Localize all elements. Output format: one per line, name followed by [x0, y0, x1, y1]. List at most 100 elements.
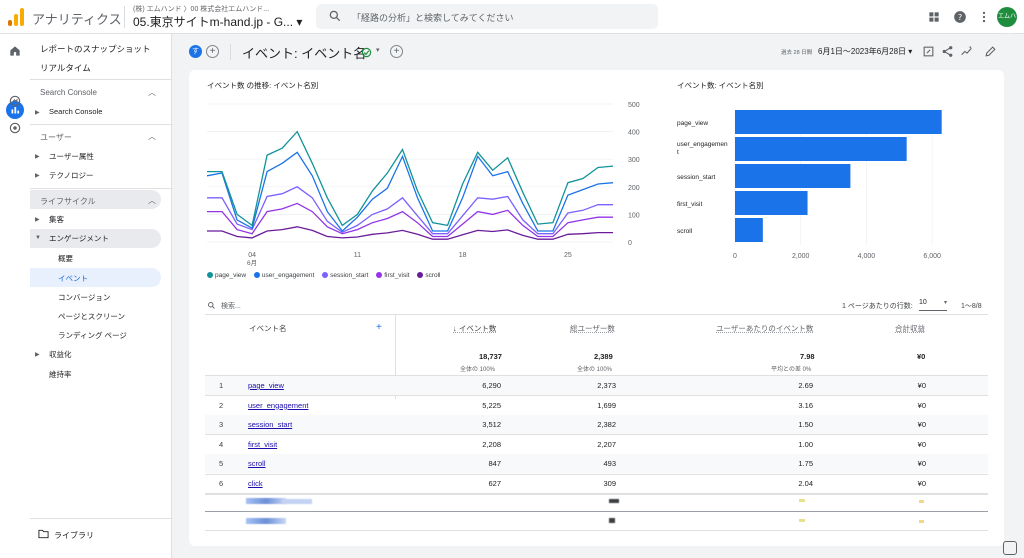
column-header-events-per-user[interactable]: ユーザーあたりのイベント数	[716, 324, 814, 333]
date-range-picker[interactable]: 6月1日～2023年6月28日 ▾	[818, 47, 913, 56]
chevron-down-icon[interactable]: ▾	[376, 47, 380, 54]
legend-item-scroll[interactable]: scroll	[417, 272, 440, 279]
sidebar-item-snapshot[interactable]: レポートのスナップショット	[40, 44, 151, 54]
row-number: 1	[219, 381, 224, 390]
event-count: 847	[488, 459, 501, 469]
sidebar-item-events-row[interactable]	[30, 268, 161, 287]
sidebar-section-search-console[interactable]: Search Console	[40, 88, 97, 97]
total-events-sub: 全体の 100%	[460, 367, 496, 373]
line-chart-title: イベント数 の推移: イベント名別	[207, 81, 319, 90]
chevron-up-icon[interactable]: ︿	[148, 88, 156, 97]
add-filter-button[interactable]: +	[390, 45, 403, 58]
events-per-user: 1.50	[798, 420, 813, 430]
column-header-event-name[interactable]: イベント名	[249, 324, 287, 333]
rows-per-page-select[interactable]: 10 ▾	[919, 299, 947, 311]
help-icon[interactable]: ?	[953, 10, 967, 24]
caret-right-icon[interactable]: ▶	[35, 173, 40, 179]
sidebar-item-pages-screens[interactable]: ページとスクリーン	[58, 312, 125, 321]
search-bar[interactable]: 「経路の分析」と検索してみてください	[316, 4, 658, 29]
sidebar-item-library[interactable]: ライブラリ	[54, 531, 94, 540]
sidebar-item-demographics[interactable]: ユーザー属性	[49, 152, 94, 161]
bar-label: scroll	[677, 228, 693, 235]
divider	[205, 434, 988, 436]
check-circle-icon[interactable]	[361, 47, 372, 58]
event-name-link[interactable]: first_visit	[248, 439, 278, 449]
event-count: 6,290	[482, 381, 501, 390]
series-line-scroll	[207, 226, 613, 240]
search-icon	[208, 302, 215, 309]
sidebar-item-retention[interactable]: 維持率	[49, 370, 72, 379]
events-per-user: 2.69	[798, 381, 813, 390]
x-tick-month-label: 6月	[247, 259, 257, 267]
share-icon[interactable]	[941, 45, 954, 58]
comparison-badge[interactable]: す	[189, 45, 202, 58]
divider	[30, 124, 172, 125]
report-card: イベント数 の推移: イベント名別 0 100 200 300 400 500 04 11 18…	[189, 70, 1004, 546]
event-name-link[interactable]: click	[248, 479, 263, 488]
series-line-user_engagement	[206, 151, 614, 232]
bar-scroll	[735, 218, 763, 242]
sidebar-item-technology[interactable]: テクノロジー	[49, 171, 94, 180]
legend-item-session-start[interactable]: session_start	[322, 272, 368, 279]
chevron-up-icon[interactable]: ︿	[148, 132, 156, 141]
avatar[interactable]: エムハンド	[997, 7, 1017, 40]
svg-text:?: ?	[958, 12, 962, 22]
sidebar-item-engagement-row[interactable]	[30, 229, 161, 248]
caret-down-icon[interactable]: ▼	[35, 235, 41, 241]
chevron-up-icon[interactable]: ︿	[148, 196, 156, 205]
sidebar-section-user[interactable]: ユーザー	[40, 133, 72, 142]
event-name-link[interactable]: page_view	[248, 381, 284, 390]
sidebar-item-engagement[interactable]: エンゲージメント	[49, 234, 109, 243]
reports-icon[interactable]	[8, 103, 22, 117]
legend-item-page-view[interactable]: page_view	[207, 272, 246, 279]
breadcrumb[interactable]: (株) エムハンド 〉00 株式会社エムハンド...	[133, 6, 270, 13]
legend-item-user-engagement[interactable]: user_engagement	[253, 272, 314, 279]
sidebar-section-lifecycle[interactable]: ライフサイクル	[40, 197, 96, 206]
add-dimension-button[interactable]: +	[376, 322, 382, 333]
table-row	[205, 415, 988, 435]
events-per-user: 3.16	[798, 400, 813, 410]
caret-right-icon[interactable]: ▶	[35, 352, 40, 358]
sidebar-item-acquisition[interactable]: 集客	[49, 215, 64, 224]
y-tick-label: 300	[628, 157, 640, 164]
caret-right-icon[interactable]: ▶	[35, 154, 40, 160]
table-search-input[interactable]: 検索...	[221, 303, 241, 310]
bar-chart-title: イベント数: イベント名別	[677, 81, 764, 90]
explore-icon[interactable]	[8, 94, 22, 108]
sidebar-item-search-console[interactable]: Search Console	[49, 107, 103, 116]
event-name-link[interactable]: scroll	[248, 459, 266, 469]
sidebar-item-conversions[interactable]: コンバージョン	[58, 293, 111, 302]
customize-report-icon[interactable]	[922, 45, 935, 58]
caret-right-icon[interactable]: ▶	[35, 217, 40, 223]
top-bar: アナリティクス (株) エムハンド 〉00 株式会社エムハンド... 05.東京…	[0, 0, 1024, 40]
home-icon[interactable]	[8, 44, 22, 58]
event-name-link[interactable]: user_engagement	[248, 400, 309, 410]
insights-icon[interactable]	[960, 45, 973, 58]
sidebar-item-monetization[interactable]: 収益化	[49, 350, 72, 359]
redacted-row-name	[246, 518, 286, 524]
sidebar-item-realtime[interactable]: リアルタイム	[40, 63, 91, 73]
sidebar-item-events[interactable]: イベント	[58, 274, 88, 283]
column-header-revenue[interactable]: 合計収益	[895, 324, 925, 333]
more-vert-icon[interactable]	[977, 10, 991, 24]
add-comparison-button[interactable]: +	[206, 45, 219, 58]
edit-icon[interactable]	[984, 45, 997, 58]
legend-item-first-visit[interactable]: first_visit	[376, 272, 410, 279]
property-selector[interactable]: 05.東京サイトm-hand.jp - G... ▾	[133, 15, 303, 29]
sidebar-item-overview[interactable]: 概要	[58, 254, 73, 263]
redacted-value	[609, 499, 619, 503]
sidebar-section-lifecycle-row[interactable]	[30, 190, 161, 209]
app-title: アナリティクス	[32, 12, 122, 27]
advertising-icon[interactable]	[8, 121, 22, 135]
total-users: 2,389	[594, 352, 613, 361]
apps-grid-icon[interactable]	[927, 10, 941, 24]
sidebar-item-landing-page[interactable]: ランディング ページ	[58, 331, 127, 340]
column-header-total-users[interactable]: 総ユーザー数	[570, 324, 615, 333]
feedback-icon[interactable]	[1003, 541, 1017, 555]
sidebar: レポートのスナップショット リアルタイム Search Console ︿ ▶ …	[30, 34, 172, 558]
row-number: 4	[219, 439, 224, 449]
caret-right-icon[interactable]: ▶	[35, 110, 40, 116]
line-chart: 0 100 200 300 400 500 04 11 18 25 6月	[206, 102, 640, 267]
event-name-link[interactable]: session_start	[248, 420, 293, 430]
column-header-event-count[interactable]: ↓ イベント数	[453, 324, 497, 333]
